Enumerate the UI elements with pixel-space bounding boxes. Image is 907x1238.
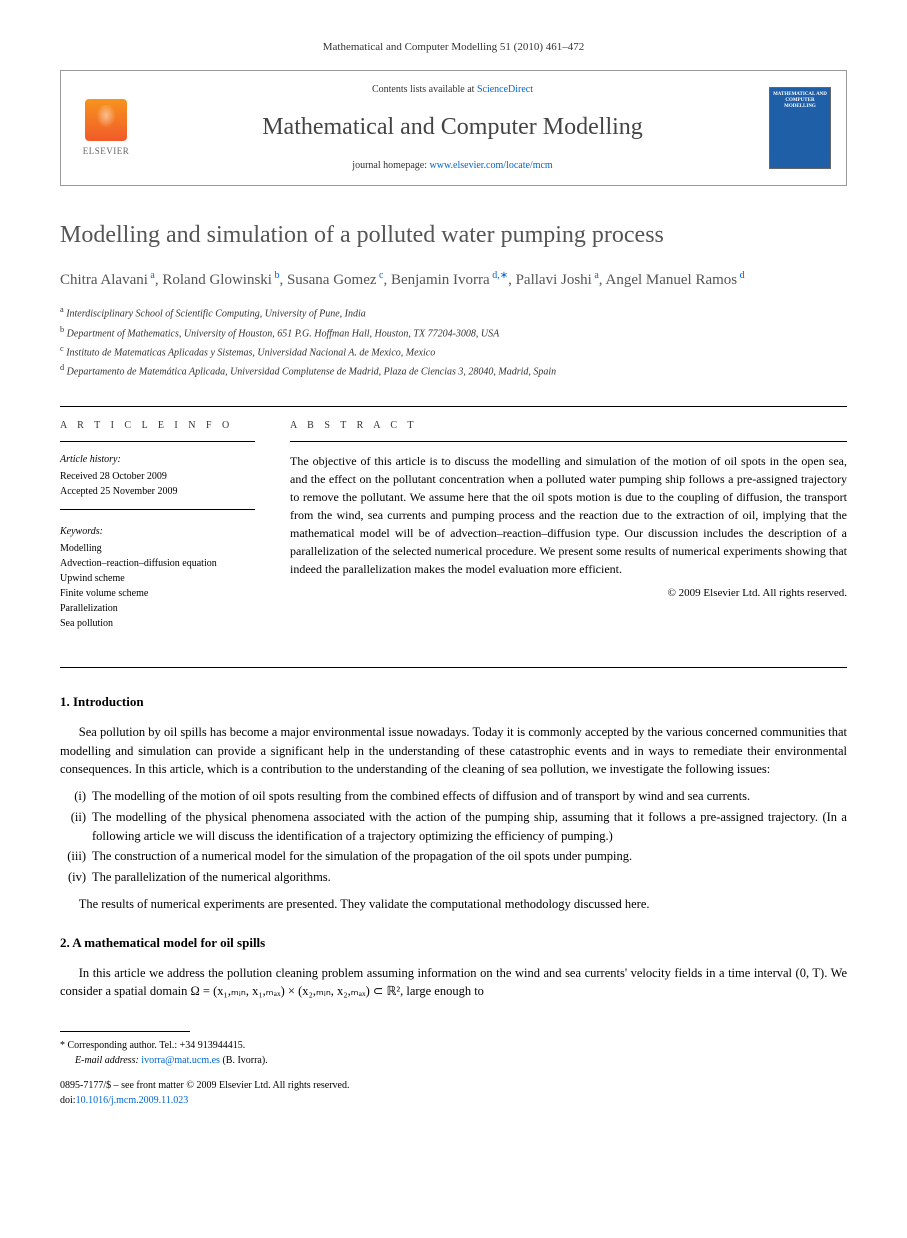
affil-ref[interactable]: d, (490, 272, 500, 288)
doi-link[interactable]: 10.1016/j.mcm.2009.11.023 (76, 1095, 189, 1106)
corresponding-ref[interactable]: ∗ (500, 272, 508, 288)
list-item: (iii) The construction of a numerical mo… (60, 847, 847, 866)
affiliation: d Departamento de Matemática Aplicada, U… (60, 361, 847, 380)
doi-label: doi: (60, 1095, 76, 1106)
elsevier-tree-icon (85, 99, 127, 141)
list-marker: (i) (60, 787, 92, 806)
list-item: (iv) The parallelization of the numerica… (60, 868, 847, 887)
article-history: Article history: Received 28 October 200… (60, 452, 255, 510)
affiliation: a Interdisciplinary School of Scientific… (60, 303, 847, 322)
corr-author-line: * Corresponding author. Tel.: +34 913944… (60, 1038, 847, 1053)
affiliation: c Instituto de Matematicas Aplicadas y S… (60, 342, 847, 361)
author: Susana Gomez (287, 272, 377, 288)
intro-paragraph-2: The results of numerical experiments are… (60, 895, 847, 914)
keyword: Advection–reaction–diffusion equation (60, 556, 255, 571)
keywords-block: Keywords: Modelling Advection–reaction–d… (60, 524, 255, 641)
history-label: Article history: (60, 452, 255, 467)
intro-paragraph: Sea pollution by oil spills has become a… (60, 723, 847, 779)
affiliations: a Interdisciplinary School of Scientific… (60, 303, 847, 380)
author: Pallavi Joshi (516, 272, 592, 288)
keyword: Sea pollution (60, 616, 255, 631)
affiliation: b Department of Mathematics, University … (60, 323, 847, 342)
affil-ref[interactable]: c (377, 272, 384, 288)
abstract: A B S T R A C T The objective of this ar… (270, 407, 847, 667)
publisher-logo: ELSEVIER (76, 99, 136, 158)
author: Angel Manuel Ramos (605, 272, 737, 288)
email-link[interactable]: ivorra@mat.ucm.es (141, 1055, 220, 1066)
corresponding-footnote: * Corresponding author. Tel.: +34 913944… (60, 1038, 847, 1068)
footer-meta: 0895-7177/$ – see front matter © 2009 El… (60, 1078, 847, 1108)
keyword: Parallelization (60, 601, 255, 616)
header-box: ELSEVIER Contents lists available at Sci… (60, 70, 847, 186)
author: Chitra Alavani (60, 272, 148, 288)
history-accepted: Accepted 25 November 2009 (60, 484, 255, 499)
list-marker: (ii) (60, 808, 92, 846)
article-info: A R T I C L E I N F O Article history: R… (60, 407, 270, 667)
article-info-heading: A R T I C L E I N F O (60, 419, 255, 442)
model-paragraph: In this article we address the pollution… (60, 964, 847, 1002)
affil-ref[interactable]: a (148, 272, 155, 288)
email-label: E-mail address: (75, 1055, 139, 1066)
journal-homepage: journal homepage: www.elsevier.com/locat… (136, 159, 769, 173)
list-marker: (iv) (60, 868, 92, 887)
header-citation: Mathematical and Computer Modelling 51 (… (60, 40, 847, 55)
list-text: The parallelization of the numerical alg… (92, 868, 847, 887)
footnote-rule (60, 1031, 190, 1032)
list-marker: (iii) (60, 847, 92, 866)
keyword: Upwind scheme (60, 571, 255, 586)
publisher-name: ELSEVIER (76, 145, 136, 158)
affil-ref[interactable]: d (737, 272, 745, 288)
list-item: (ii) The modelling of the physical pheno… (60, 808, 847, 846)
section-heading-intro: 1. Introduction (60, 693, 847, 711)
journal-name: Mathematical and Computer Modelling (136, 111, 769, 145)
sciencedirect-link[interactable]: ScienceDirect (477, 84, 533, 95)
abstract-text: The objective of this article is to disc… (290, 452, 847, 578)
abstract-heading: A B S T R A C T (290, 419, 847, 442)
affil-ref[interactable]: a (592, 272, 599, 288)
front-matter-line: 0895-7177/$ – see front matter © 2009 El… (60, 1078, 847, 1093)
keywords-label: Keywords: (60, 524, 255, 539)
email-who: (B. Ivorra). (222, 1055, 267, 1066)
keyword: Finite volume scheme (60, 586, 255, 601)
list-text: The modelling of the physical phenomena … (92, 808, 847, 846)
cover-title: MATHEMATICAL AND COMPUTER MODELLING (773, 92, 827, 110)
author: Benjamin Ivorra (391, 272, 490, 288)
contents-prefix: Contents lists available at (372, 84, 477, 95)
homepage-prefix: journal homepage: (352, 160, 429, 171)
journal-cover-thumbnail: MATHEMATICAL AND COMPUTER MODELLING (769, 87, 831, 169)
author: Roland Glowinski (162, 272, 272, 288)
contents-line: Contents lists available at ScienceDirec… (136, 83, 769, 97)
history-received: Received 28 October 2009 (60, 469, 255, 484)
list-text: The modelling of the motion of oil spots… (92, 787, 847, 806)
affil-ref[interactable]: b (272, 272, 280, 288)
keyword: Modelling (60, 541, 255, 556)
abstract-copyright: © 2009 Elsevier Ltd. All rights reserved… (290, 586, 847, 601)
info-abstract-row: A R T I C L E I N F O Article history: R… (60, 406, 847, 668)
authors-line: Chitra Alavani a, Roland Glowinski b, Su… (60, 268, 847, 292)
section-heading-model: 2. A mathematical model for oil spills (60, 934, 847, 952)
homepage-link[interactable]: www.elsevier.com/locate/mcm (430, 160, 553, 171)
issues-list: (i) The modelling of the motion of oil s… (60, 787, 847, 887)
list-item: (i) The modelling of the motion of oil s… (60, 787, 847, 806)
article-title: Modelling and simulation of a polluted w… (60, 221, 847, 250)
list-text: The construction of a numerical model fo… (92, 847, 847, 866)
